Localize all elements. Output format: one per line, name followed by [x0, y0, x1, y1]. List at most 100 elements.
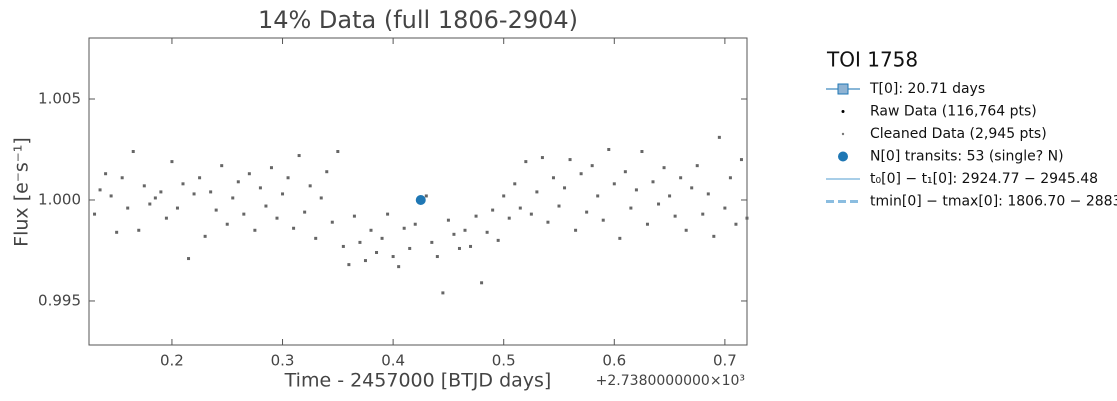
data-point [645, 222, 649, 226]
data-point [679, 176, 683, 180]
data-point [352, 214, 356, 218]
data-point [596, 194, 600, 198]
data-point [690, 186, 694, 190]
data-point [314, 236, 318, 240]
data-point [104, 172, 108, 176]
data-point [131, 150, 135, 154]
data-point [402, 226, 406, 230]
data-point [540, 156, 544, 160]
data-point [546, 220, 550, 224]
x-tick-label: 0.2 [160, 352, 184, 370]
data-point [662, 166, 666, 170]
data-point [469, 244, 473, 248]
data-point [535, 190, 539, 194]
data-point [253, 228, 257, 232]
data-point [491, 208, 495, 212]
x-tick-label: 0.7 [713, 352, 737, 370]
data-point [264, 204, 268, 208]
data-point [198, 176, 202, 180]
legend-label: Cleaned Data (2,945 pts) [870, 126, 1047, 142]
data-point [507, 216, 511, 220]
data-point [612, 182, 616, 186]
data-point [480, 281, 484, 285]
y-tick-label: 1.005 [38, 89, 81, 107]
data-point [109, 194, 113, 198]
data-point [120, 176, 124, 180]
data-point [325, 170, 329, 174]
data-point [397, 265, 401, 269]
data-point [181, 182, 185, 186]
data-point [148, 202, 152, 206]
data-point [247, 172, 251, 176]
data-point [529, 212, 533, 216]
data-point [93, 212, 97, 216]
data-point [330, 220, 334, 224]
data-point [363, 259, 367, 263]
data-point [275, 216, 279, 220]
data-point [717, 135, 721, 139]
data-point [452, 232, 456, 236]
data-point [607, 147, 611, 151]
plot-frame [88, 37, 748, 346]
x-tick-label: 0.6 [602, 352, 626, 370]
legend-label: Raw Data (116,764 pts) [870, 104, 1037, 120]
data-point [142, 184, 146, 188]
legend-label: T[0]: 20.71 days [869, 81, 985, 97]
data-point [231, 196, 235, 200]
legend-label: t₀[0] − t₁[0]: 2924.77 − 2945.48 [870, 171, 1098, 187]
data-point [496, 238, 500, 242]
x-tick-label: 0.4 [381, 352, 405, 370]
data-point [281, 192, 285, 196]
data-point [568, 158, 572, 162]
x-offset-label: +2.7380000000×10³ [596, 373, 745, 389]
legend-handle [841, 132, 845, 136]
legend-label: N[0] transits: 53 (single? N) [870, 149, 1064, 165]
data-point [657, 202, 661, 206]
data-point [441, 291, 445, 295]
data-point [590, 164, 594, 168]
y-tick-label: 0.995 [38, 291, 81, 309]
data-point [723, 206, 727, 210]
data-point [651, 180, 655, 184]
data-point [319, 196, 323, 200]
data-point [209, 190, 213, 194]
data-point [430, 240, 434, 244]
data-point [220, 164, 224, 168]
data-point [126, 206, 130, 210]
data-point [513, 182, 517, 186]
data-point [634, 188, 638, 192]
data-point [684, 228, 688, 232]
data-point [170, 160, 174, 164]
data-point [386, 212, 390, 216]
data-point [623, 170, 627, 174]
data-point [551, 176, 555, 180]
data-point [303, 210, 307, 214]
data-point [369, 228, 373, 232]
data-point [192, 192, 196, 196]
data-point [98, 188, 102, 192]
data-point [413, 222, 417, 226]
data-point [712, 234, 716, 238]
data-point [380, 236, 384, 240]
x-axis-label: Time - 2457000 [BTJD days] [284, 370, 552, 392]
data-point [187, 257, 191, 261]
data-point [286, 176, 290, 180]
data-point [175, 206, 179, 210]
data-point [214, 208, 218, 212]
data-point [225, 222, 229, 226]
data-point [153, 196, 157, 200]
data-point [269, 166, 273, 170]
data-point [457, 246, 461, 250]
data-point [341, 244, 345, 248]
data-point [585, 210, 589, 214]
data-point [673, 214, 677, 218]
data-point [739, 158, 743, 162]
data-point [435, 255, 439, 259]
data-point [524, 160, 528, 164]
y-axis-label: Flux [e⁻s⁻¹] [11, 137, 33, 247]
data-point [297, 154, 301, 158]
data-point [629, 206, 633, 210]
data-point [424, 194, 428, 198]
data-point [563, 186, 567, 190]
data-point [502, 194, 506, 198]
